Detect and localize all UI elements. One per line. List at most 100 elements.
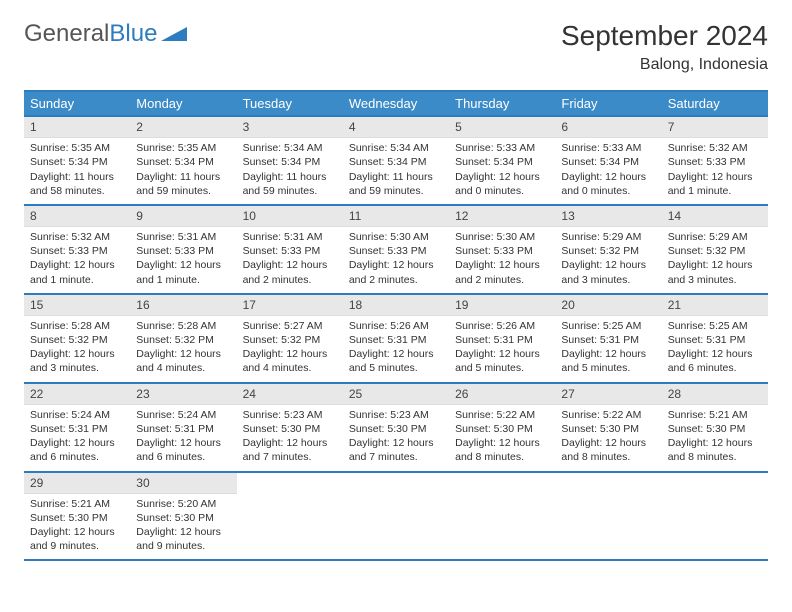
day-line: Sunset: 5:34 PM (561, 155, 655, 169)
day-line: Sunset: 5:33 PM (30, 244, 124, 258)
day-cell: 27Sunrise: 5:22 AMSunset: 5:30 PMDayligh… (555, 384, 661, 471)
day-number: 23 (130, 384, 236, 405)
day-line: and 2 minutes. (455, 273, 549, 287)
day-line: Sunrise: 5:30 AM (349, 230, 443, 244)
day-number: 17 (237, 295, 343, 316)
day-line: Sunset: 5:33 PM (455, 244, 549, 258)
day-number: 18 (343, 295, 449, 316)
empty-cell (449, 473, 555, 560)
day-line: Sunset: 5:34 PM (455, 155, 549, 169)
day-line: and 59 minutes. (243, 184, 337, 198)
logo-text-2: Blue (109, 20, 157, 48)
day-cell: 25Sunrise: 5:23 AMSunset: 5:30 PMDayligh… (343, 384, 449, 471)
day-line: Sunrise: 5:35 AM (136, 141, 230, 155)
day-line: Sunrise: 5:29 AM (668, 230, 762, 244)
day-line: Sunset: 5:31 PM (349, 333, 443, 347)
day-cell: 21Sunrise: 5:25 AMSunset: 5:31 PMDayligh… (662, 295, 768, 382)
day-line: Sunrise: 5:26 AM (455, 319, 549, 333)
day-cell: 2Sunrise: 5:35 AMSunset: 5:34 PMDaylight… (130, 117, 236, 204)
week-row: 29Sunrise: 5:21 AMSunset: 5:30 PMDayligh… (24, 471, 768, 562)
day-number: 5 (449, 117, 555, 138)
logo-triangle-icon (161, 20, 187, 48)
day-line: Sunrise: 5:27 AM (243, 319, 337, 333)
day-cell: 15Sunrise: 5:28 AMSunset: 5:32 PMDayligh… (24, 295, 130, 382)
day-body: Sunrise: 5:34 AMSunset: 5:34 PMDaylight:… (237, 138, 343, 204)
day-number: 11 (343, 206, 449, 227)
day-line: Daylight: 12 hours (136, 525, 230, 539)
day-header: Tuesday (237, 92, 343, 115)
day-line: Daylight: 12 hours (243, 436, 337, 450)
day-header: Wednesday (343, 92, 449, 115)
day-body: Sunrise: 5:29 AMSunset: 5:32 PMDaylight:… (555, 227, 661, 293)
day-line: and 6 minutes. (30, 450, 124, 464)
day-cell: 22Sunrise: 5:24 AMSunset: 5:31 PMDayligh… (24, 384, 130, 471)
day-line: Daylight: 12 hours (136, 436, 230, 450)
day-body: Sunrise: 5:21 AMSunset: 5:30 PMDaylight:… (662, 405, 768, 471)
day-body: Sunrise: 5:20 AMSunset: 5:30 PMDaylight:… (130, 494, 236, 560)
day-cell: 12Sunrise: 5:30 AMSunset: 5:33 PMDayligh… (449, 206, 555, 293)
day-line: Daylight: 12 hours (455, 436, 549, 450)
day-line: Sunrise: 5:30 AM (455, 230, 549, 244)
day-line: Sunset: 5:30 PM (455, 422, 549, 436)
day-cell: 16Sunrise: 5:28 AMSunset: 5:32 PMDayligh… (130, 295, 236, 382)
day-cell: 8 Sunrise: 5:32 AMSunset: 5:33 PMDaylight… (24, 206, 130, 293)
day-number: 8 (24, 206, 130, 227)
day-body: Sunrise: 5:23 AMSunset: 5:30 PMDaylight:… (343, 405, 449, 471)
day-line: Daylight: 12 hours (243, 347, 337, 361)
day-cell: 26Sunrise: 5:22 AMSunset: 5:30 PMDayligh… (449, 384, 555, 471)
day-line: Sunrise: 5:33 AM (561, 141, 655, 155)
day-line: Sunset: 5:33 PM (668, 155, 762, 169)
empty-cell (662, 473, 768, 560)
day-line: Sunrise: 5:33 AM (455, 141, 549, 155)
day-line: Daylight: 12 hours (561, 170, 655, 184)
day-body: Sunrise: 5:25 AMSunset: 5:31 PMDaylight:… (662, 316, 768, 382)
day-cell: 11Sunrise: 5:30 AMSunset: 5:33 PMDayligh… (343, 206, 449, 293)
day-body: Sunrise: 5:21 AMSunset: 5:30 PMDaylight:… (24, 494, 130, 560)
day-line: Daylight: 12 hours (30, 258, 124, 272)
day-cell: 19Sunrise: 5:26 AMSunset: 5:31 PMDayligh… (449, 295, 555, 382)
day-number: 26 (449, 384, 555, 405)
day-body: Sunrise: 5:32 AMSunset: 5:33 PMDaylight:… (662, 138, 768, 204)
day-line: and 5 minutes. (455, 361, 549, 375)
day-line: Sunrise: 5:26 AM (349, 319, 443, 333)
day-line: and 8 minutes. (668, 450, 762, 464)
day-line: Daylight: 12 hours (455, 347, 549, 361)
day-number: 6 (555, 117, 661, 138)
day-cell: 24Sunrise: 5:23 AMSunset: 5:30 PMDayligh… (237, 384, 343, 471)
day-cell: 23Sunrise: 5:24 AMSunset: 5:31 PMDayligh… (130, 384, 236, 471)
day-line: and 7 minutes. (349, 450, 443, 464)
day-line: and 0 minutes. (561, 184, 655, 198)
empty-cell (555, 473, 661, 560)
day-line: Sunrise: 5:21 AM (30, 497, 124, 511)
day-header-row: Sunday Monday Tuesday Wednesday Thursday… (24, 90, 768, 115)
day-line: Sunrise: 5:32 AM (30, 230, 124, 244)
day-line: and 8 minutes. (561, 450, 655, 464)
day-number: 21 (662, 295, 768, 316)
day-line: and 1 minute. (136, 273, 230, 287)
week-row: 8Sunrise: 5:32 AMSunset: 5:33 PMDaylight… (24, 204, 768, 293)
day-body: Sunrise: 5:27 AMSunset: 5:32 PMDaylight:… (237, 316, 343, 382)
day-line: Daylight: 12 hours (349, 258, 443, 272)
day-body: Sunrise: 5:34 AMSunset: 5:34 PMDaylight:… (343, 138, 449, 204)
day-body: Sunrise: 5:33 AMSunset: 5:34 PMDaylight:… (449, 138, 555, 204)
day-line: Daylight: 12 hours (561, 258, 655, 272)
day-line: Sunrise: 5:20 AM (136, 497, 230, 511)
day-body: Sunrise: 5:24 AMSunset: 5:31 PMDaylight:… (130, 405, 236, 471)
day-line: Daylight: 12 hours (30, 525, 124, 539)
calendar: Sunday Monday Tuesday Wednesday Thursday… (24, 90, 768, 561)
day-line: Daylight: 12 hours (349, 436, 443, 450)
location: Balong, Indonesia (561, 56, 768, 74)
day-header: Thursday (449, 92, 555, 115)
day-number: 24 (237, 384, 343, 405)
day-body: Sunrise: 5:31 AMSunset: 5:33 PMDaylight:… (237, 227, 343, 293)
day-body: Sunrise: 5:23 AMSunset: 5:30 PMDaylight:… (237, 405, 343, 471)
day-line: Daylight: 12 hours (561, 347, 655, 361)
day-line: Sunset: 5:31 PM (561, 333, 655, 347)
day-line: Sunset: 5:32 PM (136, 333, 230, 347)
week-row: 1Sunrise: 5:35 AMSunset: 5:34 PMDaylight… (24, 115, 768, 204)
day-line: and 0 minutes. (455, 184, 549, 198)
day-body: Sunrise: 5:22 AMSunset: 5:30 PMDaylight:… (555, 405, 661, 471)
day-cell: 4Sunrise: 5:34 AMSunset: 5:34 PMDaylight… (343, 117, 449, 204)
day-number: 1 (24, 117, 130, 138)
day-cell: 29Sunrise: 5:21 AMSunset: 5:30 PMDayligh… (24, 473, 130, 560)
